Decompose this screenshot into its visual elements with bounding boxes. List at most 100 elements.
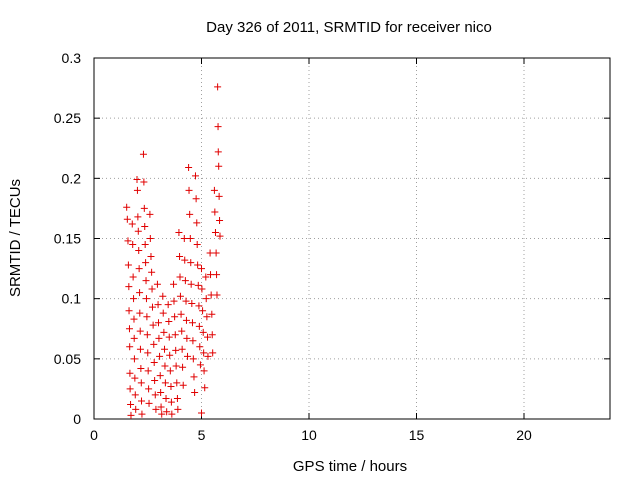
y-axis-label: SRMTID / TECUs (7, 179, 24, 297)
data-point (192, 195, 200, 203)
data-point (203, 313, 211, 321)
data-point (161, 379, 169, 387)
data-point (159, 309, 167, 317)
data-point (185, 186, 193, 194)
data-point (142, 295, 150, 303)
data-point (191, 172, 199, 180)
data-point (208, 310, 216, 318)
data-point (136, 289, 144, 297)
y-tick-label: 0.3 (62, 50, 82, 66)
data-point (177, 310, 185, 318)
data-point (160, 328, 168, 336)
data-point (191, 389, 199, 397)
data-point (165, 318, 173, 326)
data-point (188, 299, 196, 307)
data-point (143, 331, 151, 339)
data-point (142, 259, 150, 267)
data-point (148, 303, 156, 311)
data-point (130, 355, 138, 363)
data-point (127, 411, 135, 419)
data-point (176, 273, 184, 281)
data-point (190, 373, 198, 381)
x-axis-label: GPS time / hours (293, 458, 407, 475)
data-point (208, 331, 216, 339)
data-point (213, 271, 221, 279)
data-point (200, 349, 208, 357)
data-point (131, 391, 139, 399)
data-point (194, 261, 202, 269)
data-point (176, 292, 184, 300)
data-point (176, 253, 184, 261)
data-point (130, 295, 138, 303)
data-point (129, 273, 137, 281)
x-tick-label: 0 (90, 427, 98, 443)
data-point (182, 297, 190, 305)
data-point (171, 313, 179, 321)
data-point (129, 241, 137, 249)
y-tick-label: 0.05 (54, 351, 81, 367)
data-point (172, 362, 180, 370)
data-point (140, 178, 148, 186)
data-point (142, 277, 150, 285)
axis-ticks: 0 5 10 15 20 0 0.05 0.1 0.15 0.2 0.25 0.3 (54, 50, 610, 443)
data-point (210, 186, 218, 194)
data-point (173, 379, 181, 387)
data-point (174, 405, 182, 413)
data-point (156, 372, 164, 380)
data-point (189, 337, 197, 345)
data-point (147, 253, 155, 261)
grid (94, 58, 610, 419)
data-point (136, 309, 144, 317)
data-point (145, 385, 153, 393)
data-point (183, 334, 191, 342)
data-point (199, 328, 207, 336)
data-point (148, 268, 156, 276)
data-point (150, 340, 158, 348)
data-point (161, 362, 169, 370)
data-point (193, 219, 201, 227)
data-point (186, 235, 194, 242)
data-point (123, 203, 131, 211)
data-point (173, 395, 181, 403)
data-point (199, 307, 207, 315)
y-tick-label: 0 (73, 411, 81, 427)
data-point (170, 280, 178, 288)
data-point (198, 285, 206, 293)
data-point (157, 403, 165, 411)
data-point (161, 345, 169, 353)
data-point (148, 285, 156, 293)
data-point (214, 123, 222, 131)
data-point (156, 352, 164, 360)
data-point (206, 249, 214, 257)
data-point (166, 367, 174, 375)
data-point (212, 249, 220, 257)
data-point (132, 405, 140, 413)
data-point (146, 210, 154, 218)
y-tick-label: 0.25 (54, 110, 81, 126)
data-point (195, 322, 203, 330)
data-point (172, 346, 180, 354)
data-point (207, 271, 215, 279)
data-point (143, 313, 151, 321)
data-point (171, 331, 179, 339)
data-point (154, 301, 162, 309)
data-point (216, 216, 224, 224)
data-point (128, 220, 136, 228)
data-point (202, 273, 210, 281)
data-point (211, 208, 219, 216)
data-point (151, 376, 159, 384)
data-point (187, 259, 195, 267)
data-point (215, 192, 223, 200)
data-point (165, 333, 173, 341)
data-point (155, 319, 162, 327)
data-point (196, 343, 204, 351)
data-point (162, 395, 170, 403)
plot-frame (93, 57, 611, 420)
data-point (202, 295, 210, 303)
data-point (124, 261, 132, 269)
data-point (188, 319, 196, 327)
data-point (144, 367, 152, 375)
data-point (178, 345, 186, 353)
data-point (149, 321, 157, 329)
x-tick-label: 15 (409, 427, 425, 443)
